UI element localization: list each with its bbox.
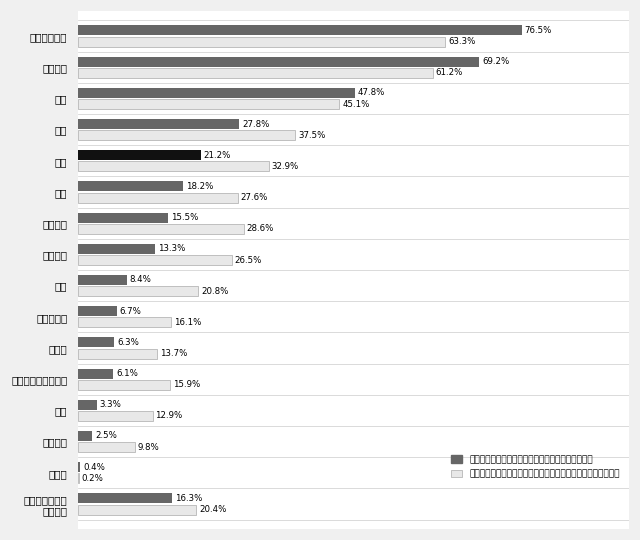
Text: 2.5%: 2.5% — [95, 431, 117, 441]
Bar — [78, 99, 339, 109]
Text: 27.8%: 27.8% — [242, 119, 269, 129]
Text: 0.2%: 0.2% — [82, 474, 104, 483]
Bar — [78, 275, 127, 285]
Text: 61.2%: 61.2% — [436, 69, 463, 77]
Bar — [78, 462, 80, 472]
Text: 26.5%: 26.5% — [234, 255, 262, 265]
Text: 20.4%: 20.4% — [199, 505, 227, 514]
Legend: 現在、リサイクルを実践しているもの（複数回答）, 今後、リサイクルを実践していきたいと思うもの（複数回答）: 現在、リサイクルを実践しているもの（複数回答）, 今後、リサイクルを実践していき… — [447, 450, 625, 483]
Text: 6.7%: 6.7% — [120, 307, 141, 316]
Text: 18.2%: 18.2% — [186, 182, 214, 191]
Text: 8.4%: 8.4% — [129, 275, 151, 285]
Bar — [78, 318, 171, 327]
Text: 15.5%: 15.5% — [171, 213, 198, 222]
Text: 27.6%: 27.6% — [241, 193, 268, 202]
Text: 0.4%: 0.4% — [83, 463, 105, 471]
Bar — [78, 181, 183, 191]
Bar — [78, 57, 479, 66]
Bar — [78, 244, 155, 254]
Bar — [78, 349, 157, 359]
Bar — [78, 400, 97, 410]
Text: 47.8%: 47.8% — [358, 89, 385, 97]
Bar — [78, 224, 244, 234]
Text: 15.9%: 15.9% — [173, 380, 200, 389]
Bar — [78, 150, 201, 160]
Text: 69.2%: 69.2% — [482, 57, 509, 66]
Bar — [78, 161, 269, 171]
Text: 28.6%: 28.6% — [246, 224, 274, 233]
Bar — [78, 474, 79, 483]
Bar — [78, 255, 232, 265]
Bar — [78, 369, 113, 379]
Text: 12.9%: 12.9% — [156, 411, 183, 421]
Text: 16.1%: 16.1% — [174, 318, 202, 327]
Bar — [78, 25, 522, 36]
Bar — [78, 494, 172, 503]
Text: 6.3%: 6.3% — [117, 338, 139, 347]
Bar — [78, 380, 170, 390]
Bar — [78, 431, 92, 441]
Text: 16.3%: 16.3% — [175, 494, 203, 503]
Bar — [78, 213, 168, 222]
Bar — [78, 119, 239, 129]
Text: 13.3%: 13.3% — [158, 244, 185, 253]
Text: 21.2%: 21.2% — [204, 151, 231, 160]
Text: 45.1%: 45.1% — [342, 99, 370, 109]
Text: 3.3%: 3.3% — [100, 400, 122, 409]
Bar — [78, 37, 445, 46]
Text: 6.1%: 6.1% — [116, 369, 138, 378]
Text: 13.7%: 13.7% — [160, 349, 188, 358]
Text: 20.8%: 20.8% — [202, 287, 228, 296]
Bar — [78, 504, 196, 515]
Bar — [78, 286, 198, 296]
Text: 63.3%: 63.3% — [448, 37, 476, 46]
Bar — [78, 68, 433, 78]
Text: 9.8%: 9.8% — [138, 443, 159, 451]
Text: 37.5%: 37.5% — [298, 131, 326, 140]
Bar — [78, 338, 115, 347]
Bar — [78, 306, 116, 316]
Bar — [78, 130, 295, 140]
Bar — [78, 193, 238, 202]
Bar — [78, 88, 355, 98]
Text: 76.5%: 76.5% — [524, 26, 552, 35]
Text: 32.9%: 32.9% — [271, 162, 299, 171]
Bar — [78, 411, 152, 421]
Bar — [78, 442, 134, 452]
